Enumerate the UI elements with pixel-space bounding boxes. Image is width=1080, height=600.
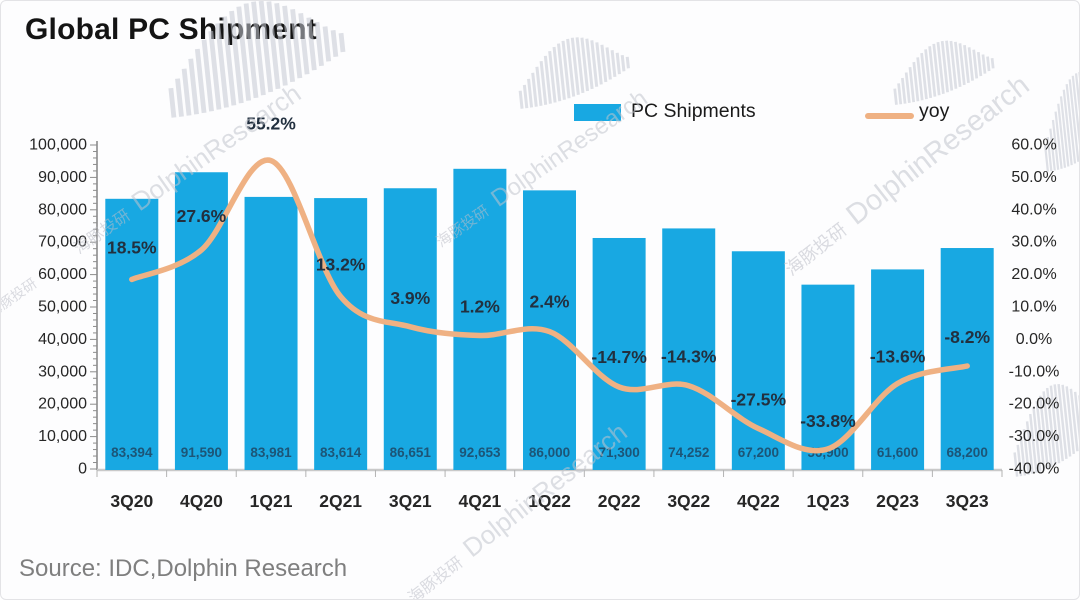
yoy-data-label: 27.6%	[177, 206, 227, 226]
yoy-line	[129, 157, 970, 454]
legend-bar-swatch-icon	[574, 104, 621, 121]
yoy-data-label: -8.2%	[944, 327, 990, 347]
right-axis-tick-label: -30.0%	[1009, 428, 1060, 445]
left-axis-tick-label: 50,000	[38, 299, 87, 316]
yoy-data-label: -14.3%	[661, 347, 717, 367]
x-axis-category-label: 3Q23	[946, 491, 989, 511]
bar-1Q23	[801, 284, 855, 470]
watermark-logo-icon	[893, 40, 995, 105]
x-axis-category-label: 4Q22	[737, 491, 780, 511]
bar-value-label: 61,600	[877, 445, 918, 460]
legend-line-swatch-icon	[865, 113, 914, 119]
watermark-logo-icon	[1044, 71, 1079, 172]
right-axis-tick-label: 10.0%	[1011, 299, 1056, 316]
yoy-data-label: 3.9%	[390, 288, 430, 308]
bar-2Q22	[592, 237, 646, 470]
yoy-data-label: 13.2%	[316, 255, 366, 275]
left-axis-tick-label: 0	[78, 461, 87, 478]
left-axis-tick-label: 80,000	[38, 201, 87, 218]
legend-bars-label: PC Shipments	[631, 100, 756, 122]
left-axis-tick-label: 10,000	[38, 428, 87, 445]
bar-value-label: 83,394	[111, 445, 153, 460]
left-axis-tick-label: 30,000	[38, 363, 87, 380]
bar-value-label: 68,200	[947, 445, 988, 460]
chart-title: Global PC Shipment	[25, 13, 317, 46]
bar-value-label: 83,981	[250, 445, 292, 460]
yoy-data-label: -13.6%	[870, 346, 926, 366]
x-axis-category-label: 2Q22	[598, 491, 641, 511]
x-axis-category-label: 1Q22	[528, 491, 571, 511]
x-axis-category-label: 1Q23	[807, 491, 850, 511]
left-axis-tick-label: 100,000	[29, 137, 87, 154]
right-axis-tick-label: -40.0%	[1009, 461, 1060, 478]
right-axis-tick-label: -10.0%	[1009, 363, 1060, 380]
x-axis-category-label: 2Q23	[876, 491, 919, 511]
yoy-data-label: 1.2%	[460, 297, 500, 317]
x-axis-category-label: 3Q21	[389, 491, 432, 511]
bar-value-label: 92,653	[459, 445, 501, 460]
watermark-logo-icon	[518, 37, 630, 109]
yoy-data-label: 18.5%	[107, 237, 157, 257]
right-axis-tick-label: 0.0%	[1016, 331, 1052, 348]
bar-value-label: 83,614	[320, 445, 362, 460]
right-axis-tick-label: 40.0%	[1011, 201, 1056, 218]
bar-3Q22	[662, 228, 716, 470]
legend-line-label: yoy	[919, 100, 950, 122]
left-axis-tick-label: 60,000	[38, 266, 87, 283]
right-axis-tick-label: 20.0%	[1011, 266, 1056, 283]
left-axis-tick-label: 90,000	[38, 169, 87, 186]
watermark-logo-icon	[168, 1, 346, 118]
left-axis-tick-label: 70,000	[38, 234, 87, 251]
bar-value-label: 91,590	[181, 445, 222, 460]
x-axis-category-label: 4Q20	[180, 491, 223, 511]
right-axis-tick-label: 30.0%	[1011, 234, 1056, 251]
bar-value-label: 86,000	[529, 445, 570, 460]
x-axis-category-label: 3Q22	[667, 491, 710, 511]
bar-4Q22	[731, 251, 785, 470]
right-axis-tick-label: -20.0%	[1009, 396, 1060, 413]
bar-value-label: 86,651	[390, 445, 432, 460]
bar-3Q20	[105, 198, 159, 470]
x-axis-category-label: 3Q20	[110, 491, 153, 511]
bar-3Q23	[940, 248, 994, 470]
bar-4Q21	[453, 168, 507, 471]
yoy-data-label: -33.8%	[800, 411, 856, 431]
source-note: Source: IDC,Dolphin Research	[19, 555, 348, 582]
bar-value-label: 74,252	[668, 445, 709, 460]
right-axis-tick-label: 50.0%	[1011, 169, 1056, 186]
bar-1Q21	[244, 196, 298, 471]
right-axis-tick-label: 60.0%	[1011, 137, 1056, 154]
yoy-data-label: -14.7%	[591, 347, 647, 367]
bar-value-label: 71,300	[598, 445, 639, 460]
yoy-data-label: 55.2%	[246, 114, 296, 134]
x-axis-category-label: 1Q21	[250, 491, 293, 511]
bar-2Q21	[314, 198, 368, 470]
yoy-data-label: -27.5%	[731, 390, 787, 410]
left-axis-tick-label: 40,000	[38, 331, 87, 348]
left-axis-tick-label: 20,000	[38, 396, 87, 413]
bar-2Q23	[871, 269, 925, 470]
yoy-data-label: 2.4%	[530, 292, 570, 312]
x-axis-category-label: 2Q21	[319, 491, 362, 511]
bar-value-label: 67,200	[738, 445, 779, 460]
watermark-logo-icon	[1013, 383, 1079, 477]
x-axis-category-label: 4Q21	[458, 491, 501, 511]
